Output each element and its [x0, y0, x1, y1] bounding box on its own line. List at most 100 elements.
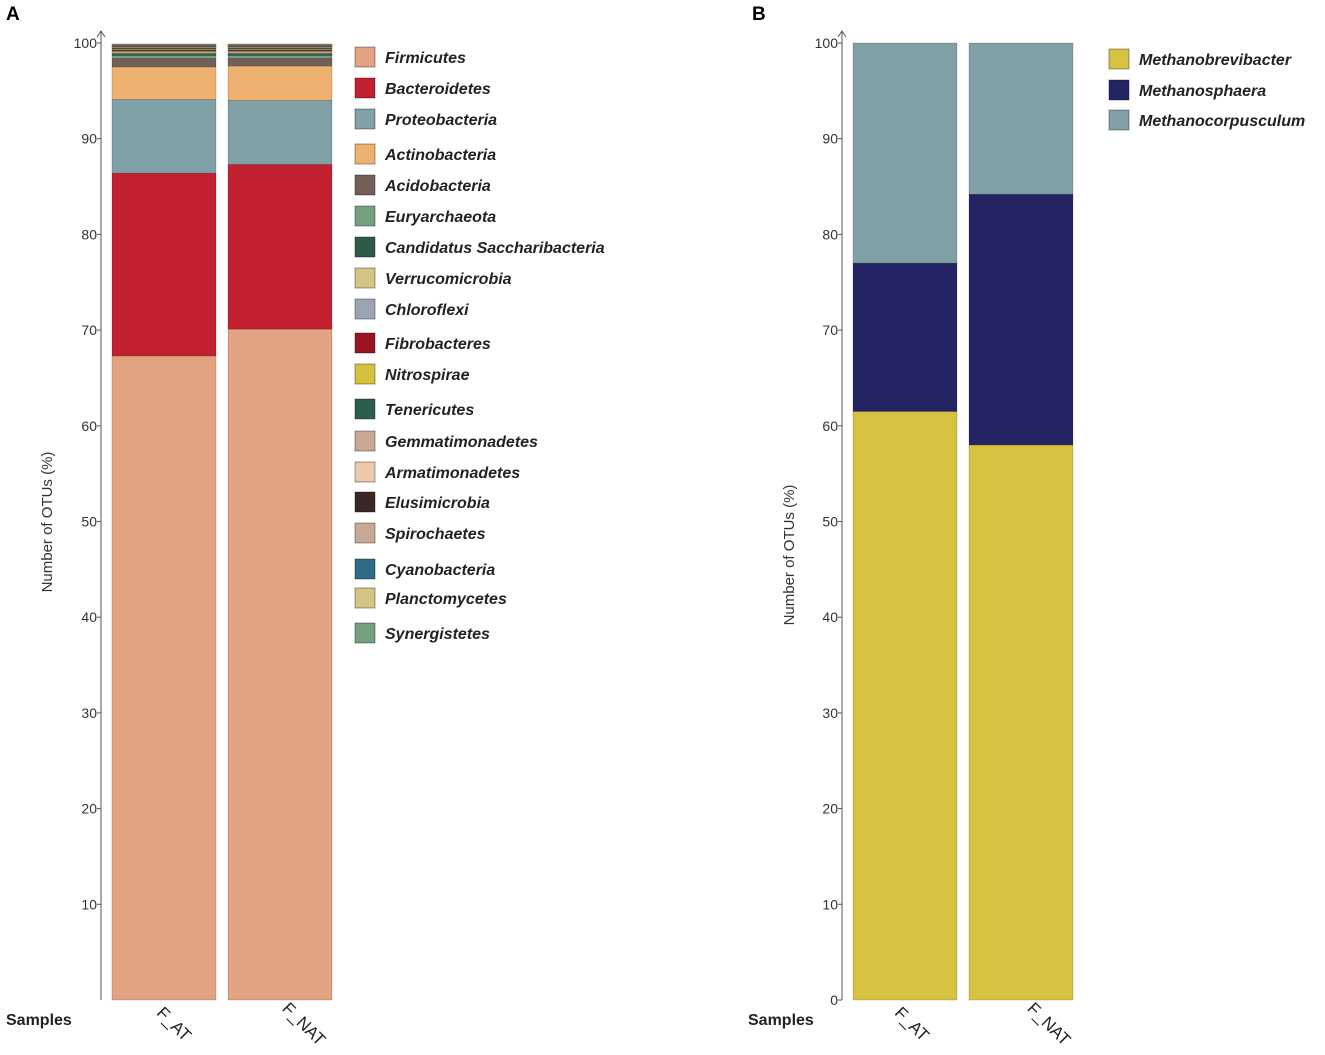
legend-swatch-elusimicrobia: [354, 491, 376, 513]
legend-label-tenericutes: Tenericutes: [385, 402, 474, 419]
y-tick-label: 90: [81, 131, 97, 147]
bar-f-nat-armatimonadetes: [227, 46, 333, 48]
panel-a-legend: Firmicutes Bacteroidetes Proteobacteria Act…: [354, 46, 605, 644]
bar-f-at-tenericutes: [111, 47, 217, 50]
bar-f-nat-methanobrevibacter: [968, 444, 1074, 1001]
y-tick-label: 40: [822, 609, 838, 625]
legend-swatch-bacteroidetes: [354, 77, 376, 99]
legend-swatch-cyanobacteria: [354, 558, 376, 580]
legend-label-methanosphaera: Methanosphaera: [1139, 83, 1266, 100]
panel-b-legend: Methanobrevibacter Methanosphaera Methanoc…: [1108, 48, 1305, 131]
legend-swatch-planctomycetes: [354, 587, 376, 609]
legend-swatch-nitrospirae: [354, 363, 376, 385]
legend-swatch-synergistetes: [354, 622, 376, 644]
legend-swatch-actinobacteria: [354, 143, 376, 165]
legend-label-proteobacteria: Proteobacteria: [385, 112, 497, 129]
legend-label-euryarchaeota: Euryarchaeota: [385, 209, 496, 226]
panel-b-y-axis: [837, 30, 847, 1001]
y-tick-label: 90: [822, 131, 838, 147]
legend-swatch-verrucomicrobia: [354, 267, 376, 289]
y-tick-label: 30: [81, 705, 97, 721]
legend-label-chloroflexi: Chloroflexi: [385, 302, 469, 319]
category-label-f-nat: F_NAT: [1024, 999, 1075, 1050]
legend-label-synergistetes: Synergistetes: [385, 626, 490, 643]
bar-f-at-euryarchaeota: [111, 55, 217, 59]
panel-a-tick-labels: 10 20 30 40 50 60 70 80 90 100: [74, 35, 98, 912]
panel-a-category-labels: F_AT F_NAT: [153, 999, 329, 1050]
legend-swatch-tenericutes: [354, 398, 376, 420]
legend-label-methanobrevibacter: Methanobrevibacter: [1139, 52, 1292, 69]
legend-swatch-proteobacteria: [354, 108, 376, 130]
y-tick-label: 0: [830, 992, 838, 1008]
y-tick-label: 60: [822, 418, 838, 434]
category-label-f-at: F_AT: [891, 1003, 933, 1045]
legend-label-methanocorpusculum: Methanocorpusculum: [1139, 113, 1305, 130]
panel-b-category-labels: F_AT F_NAT: [891, 999, 1074, 1050]
legend-label-armatimonadetes: Armatimonadetes: [384, 465, 520, 482]
y-tick-label: 30: [822, 705, 838, 721]
legend-swatch-spirochaetes: [354, 522, 376, 544]
y-tick-label: 10: [822, 896, 838, 912]
legend-swatch-armatimonadetes: [354, 461, 376, 483]
y-tick-label: 100: [74, 35, 98, 51]
panel-b-y-axis-title: Number of OTUs (%): [781, 485, 798, 626]
bar-f-nat-euryarchaeota: [227, 55, 333, 59]
legend-label-elusimicrobia: Elusimicrobia: [385, 495, 490, 512]
bar-f-at-armatimonadetes: [111, 46, 217, 48]
y-tick-label: 50: [81, 514, 97, 530]
bar-f-at-methanosphaera: [852, 262, 958, 412]
y-tick-label: 40: [81, 609, 97, 625]
legend-label-actinobacteria: Actinobacteria: [384, 147, 496, 164]
y-axis-arrow-icon: [837, 30, 847, 38]
panel-a-y-axis: [96, 30, 106, 1000]
legend-label-cyanobacteria: Cyanobacteria: [385, 562, 495, 579]
category-label-f-at: F_AT: [153, 1003, 195, 1045]
panel-b-samples-label: Samples: [748, 1012, 814, 1029]
y-tick-label: 80: [81, 226, 97, 242]
legend-label-spirochaetes: Spirochaetes: [385, 526, 486, 543]
panel-b-bars: [852, 42, 1074, 1001]
legend-label-nitrospirae: Nitrospirae: [385, 367, 470, 384]
legend-swatch-fibrobacteres: [354, 332, 376, 354]
legend-swatch-methanocorpusculum: [1108, 109, 1130, 131]
legend-swatch-candidatus-saccharibacteria: [354, 236, 376, 258]
bar-f-nat-methanocorpusculum: [968, 42, 1074, 195]
legend-swatch-euryarchaeota: [354, 205, 376, 227]
y-tick-label: 20: [822, 801, 838, 817]
bar-f-at-proteobacteria: [111, 99, 217, 174]
bar-f-nat-proteobacteria: [227, 100, 333, 165]
y-tick-label: 100: [815, 35, 839, 51]
panel-a-samples-label: Samples: [6, 1012, 72, 1029]
legend-label-fibrobacteres: Fibrobacteres: [385, 336, 491, 353]
legend-label-planctomycetes: Planctomycetes: [385, 591, 507, 608]
panel-a-letter: A: [6, 4, 20, 25]
legend-swatch-chloroflexi: [354, 298, 376, 320]
panel-a-bars: [111, 43, 333, 1001]
panel-b: B 0 10 20 30 40 50 60 70 80 90 100 Number of OTUs …: [748, 4, 1305, 1049]
bar-f-at-firmicutes: [111, 355, 217, 1001]
bar-f-at-acidobacteria: [111, 58, 217, 68]
y-tick-label: 20: [81, 801, 97, 817]
panel-b-tick-labels: 0 10 20 30 40 50 60 70 80 90 100: [815, 35, 839, 1008]
bar-f-nat-methanosphaera: [968, 193, 1074, 446]
y-tick-label: 10: [81, 896, 97, 912]
legend-label-candidatus-saccharibacteria: Candidatus Saccharibacteria: [385, 240, 605, 257]
legend-swatch-firmicutes: [354, 46, 376, 68]
y-tick-label: 70: [822, 322, 838, 338]
y-tick-label: 50: [822, 514, 838, 530]
panel-a-y-axis-title: Number of OTUs (%): [39, 452, 56, 593]
y-tick-label: 70: [81, 322, 97, 338]
bar-f-at-actinobacteria: [111, 66, 217, 100]
legend-label-firmicutes: Firmicutes: [385, 50, 466, 67]
panel-b-letter: B: [752, 4, 766, 25]
bar-f-at-methanocorpusculum: [852, 42, 958, 264]
legend-swatch-gemmatimonadetes: [354, 430, 376, 452]
bar-f-nat-acidobacteria: [227, 58, 333, 67]
bar-f-at-methanobrevibacter: [852, 411, 958, 1001]
bar-f-at-bacteroidetes: [111, 172, 217, 357]
legend-label-verrucomicrobia: Verrucomicrobia: [385, 271, 512, 288]
bar-f-nat-bacteroidetes: [227, 164, 333, 330]
legend-label-bacteroidetes: Bacteroidetes: [385, 81, 491, 98]
legend-swatch-acidobacteria: [354, 174, 376, 196]
